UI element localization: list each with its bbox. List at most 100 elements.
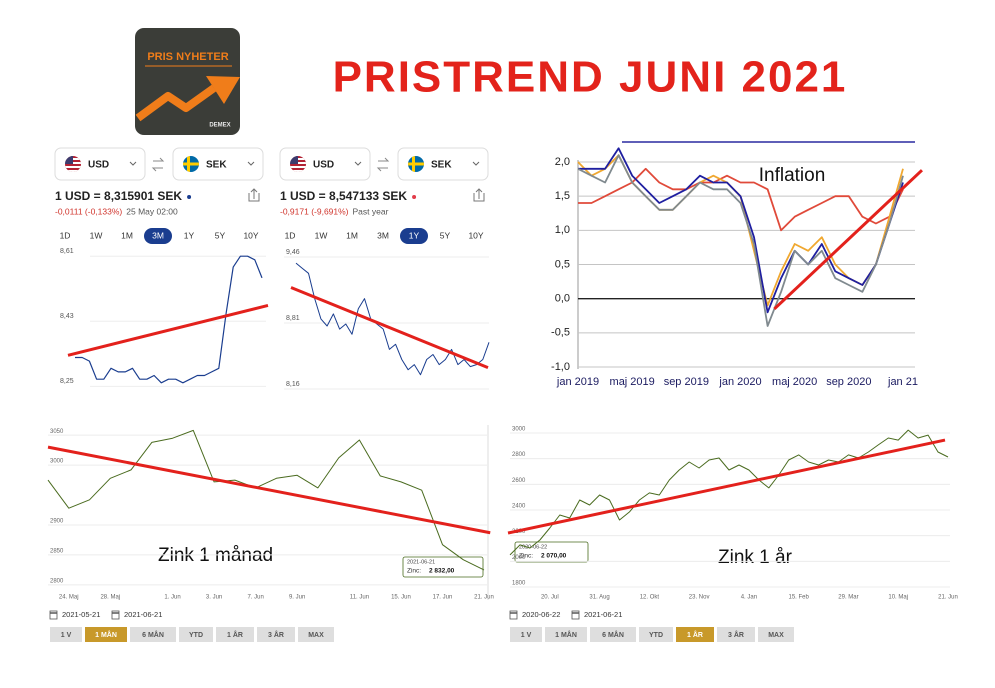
share-icon[interactable] bbox=[248, 188, 260, 202]
range-button-bg[interactable] bbox=[676, 627, 714, 642]
y-tick-label: 9,46 bbox=[286, 249, 300, 256]
x-tick-label: maj 2020 bbox=[772, 376, 817, 388]
range-button-bg[interactable] bbox=[639, 627, 673, 642]
range-button[interactable]: 1D bbox=[285, 230, 296, 240]
range-button[interactable]: 1Y bbox=[184, 230, 195, 240]
range-button[interactable]: 3M bbox=[152, 230, 164, 240]
y-tick-label: 3000 bbox=[512, 427, 526, 433]
currency-code: USD bbox=[313, 160, 334, 171]
range-selected[interactable] bbox=[144, 228, 172, 244]
timestamp: Past year bbox=[353, 206, 389, 216]
calendar-icon bbox=[571, 610, 580, 620]
flag bbox=[290, 156, 306, 172]
range-button-bg[interactable] bbox=[257, 627, 295, 642]
x-tick-label: 29. Mar bbox=[838, 595, 858, 601]
range-button[interactable]: 1M bbox=[121, 230, 133, 240]
y-tick-label: 1,5 bbox=[555, 190, 570, 202]
date-input[interactable]: 2021-05-21 bbox=[62, 610, 100, 619]
logo-brand: DEMEX bbox=[209, 123, 230, 129]
range-button-bg[interactable] bbox=[545, 627, 587, 642]
x-tick-label: 4. Jan bbox=[741, 595, 757, 601]
x-tick-label: 28. Maj bbox=[100, 595, 120, 601]
x-tick-label: 20. Jul bbox=[541, 595, 559, 601]
share-icon[interactable] bbox=[473, 188, 485, 202]
chevron bbox=[247, 161, 255, 166]
tooltip-value: 2 832,00 bbox=[429, 568, 455, 575]
x-tick-label: 17. Jun bbox=[433, 595, 453, 601]
currency-code: SEK bbox=[206, 160, 227, 171]
chart-label: Zink 1 år bbox=[718, 547, 793, 568]
range-button[interactable]: 1 ÅR bbox=[227, 630, 243, 639]
flag-stripe bbox=[290, 170, 306, 172]
date-input[interactable]: 2021-06-21 bbox=[584, 610, 622, 619]
range-button-bg[interactable] bbox=[179, 627, 213, 642]
currency-select[interactable] bbox=[54, 147, 146, 181]
x-tick-label: 7. Jun bbox=[247, 595, 263, 601]
logo: PRIS NYHETER DEMEX bbox=[135, 28, 240, 135]
range-button[interactable]: 1Y bbox=[409, 230, 420, 240]
range-button[interactable]: YTD bbox=[189, 632, 203, 639]
range-button[interactable]: 1M bbox=[346, 230, 358, 240]
chevron bbox=[472, 161, 480, 166]
range-button-bg[interactable] bbox=[510, 627, 542, 642]
series-line bbox=[578, 147, 904, 314]
flag-stripe bbox=[65, 170, 81, 172]
range-button-bg[interactable] bbox=[590, 627, 636, 642]
range-button[interactable]: 5Y bbox=[215, 230, 226, 240]
currency-select[interactable] bbox=[279, 147, 371, 181]
timestamp: 25 May 02:00 bbox=[126, 206, 178, 216]
range-button-bg[interactable] bbox=[298, 627, 334, 642]
y-tick-label: 0,5 bbox=[555, 258, 570, 270]
y-tick-label: 1800 bbox=[512, 581, 526, 587]
range-button[interactable]: 3M bbox=[377, 230, 389, 240]
logo-arrowhead bbox=[206, 76, 240, 104]
currency-select[interactable] bbox=[172, 147, 264, 181]
trend-line bbox=[507, 438, 946, 535]
range-button[interactable]: 1 ÅR bbox=[687, 630, 703, 639]
y-tick-label: 3000 bbox=[50, 459, 64, 465]
range-button[interactable]: 6 MÅN bbox=[602, 630, 624, 639]
flag-cross bbox=[408, 162, 424, 166]
range-button[interactable]: 1 V bbox=[521, 632, 532, 639]
range-button[interactable]: 1 MÅN bbox=[95, 630, 117, 639]
range-button-bg[interactable] bbox=[758, 627, 794, 642]
range-button-bg[interactable] bbox=[130, 627, 176, 642]
range-button[interactable]: YTD bbox=[649, 632, 663, 639]
range-button[interactable]: 10Y bbox=[468, 230, 483, 240]
range-button-bg[interactable] bbox=[50, 627, 82, 642]
range-button[interactable]: MAX bbox=[768, 632, 784, 639]
x-tick-label: 24. Maj bbox=[59, 595, 79, 601]
trend-line bbox=[67, 303, 269, 357]
y-tick-label: 2400 bbox=[512, 504, 526, 510]
range-button[interactable]: 1 MÅN bbox=[555, 630, 577, 639]
flag-canton bbox=[290, 156, 298, 164]
series-line bbox=[47, 429, 485, 571]
range-button-bg[interactable] bbox=[717, 627, 755, 642]
range-button[interactable]: 1W bbox=[315, 230, 328, 240]
range-button-bg[interactable] bbox=[85, 627, 127, 642]
range-button[interactable]: 1D bbox=[60, 230, 71, 240]
y-tick-label: 2850 bbox=[50, 548, 64, 554]
range-button[interactable]: 1 V bbox=[61, 632, 72, 639]
range-button[interactable]: 6 MÅN bbox=[142, 630, 164, 639]
range-button[interactable]: 3 ÅR bbox=[728, 630, 744, 639]
range-selected[interactable] bbox=[400, 228, 428, 244]
y-tick-label: 2,0 bbox=[555, 156, 570, 168]
range-button[interactable]: 1W bbox=[90, 230, 103, 240]
flag-canton bbox=[65, 156, 73, 164]
range-button[interactable]: 3 ÅR bbox=[268, 630, 284, 639]
range-button-bg[interactable] bbox=[216, 627, 254, 642]
currency-select[interactable] bbox=[397, 147, 489, 181]
change: -0,0111 (-0,133%) bbox=[55, 206, 122, 216]
range-button[interactable]: 10Y bbox=[243, 230, 258, 240]
flag bbox=[183, 156, 199, 172]
series-line bbox=[75, 255, 263, 384]
flag-stripe bbox=[65, 166, 81, 168]
y-tick-label: 0,0 bbox=[555, 293, 570, 305]
date-input[interactable]: 2020-06-22 bbox=[522, 610, 560, 619]
date-input[interactable]: 2021-06-21 bbox=[124, 610, 162, 619]
range-button[interactable]: 5Y bbox=[440, 230, 451, 240]
range-button[interactable]: MAX bbox=[308, 632, 324, 639]
